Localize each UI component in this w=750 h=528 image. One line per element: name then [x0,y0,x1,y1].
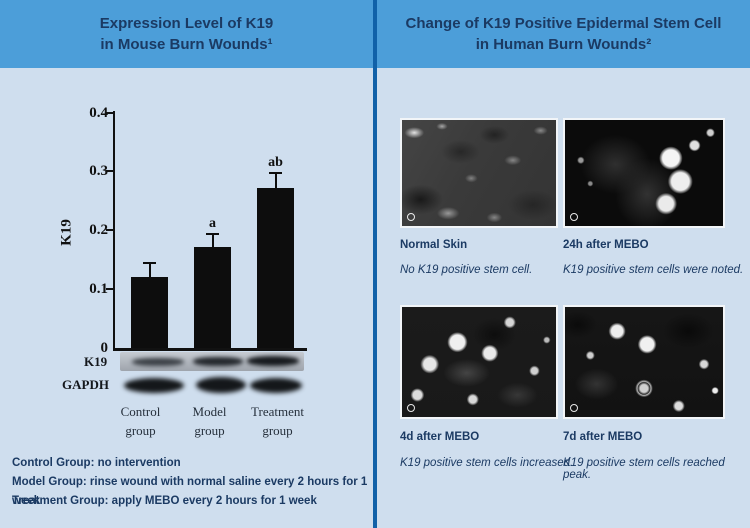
figure-label-24h: 24h after MEBO [563,239,649,251]
panel-divider [373,0,377,528]
y-tick-mark [106,288,113,290]
bar-plot: a ab [113,111,307,351]
group-label-line: group [125,423,156,438]
figure-caption-7d: K19 positive stem cells reached peak. [563,457,725,481]
watermark-icon [570,404,578,412]
micrograph-24h-mebo [563,118,725,228]
error-bar [211,235,214,250]
figure-label-7d: 7d after MEBO [563,431,643,443]
group-label-line: Treatment [251,404,304,419]
right-panel-title-line2: in Human Burn Wounds² [475,36,652,53]
bar-control [131,276,168,348]
blot-row-label-gapdh: GAPDH [62,377,109,392]
group-label-model: Model group [172,402,247,440]
watermark-icon [407,404,415,412]
y-tick-label: 0.1 [89,281,108,297]
bar-group-treatment: ab [257,111,294,348]
y-tick-mark [106,229,113,231]
y-axis-label: K19 [58,219,75,246]
figure-caption-normal-skin: No K19 positive stem cell. [400,264,533,276]
error-bar [148,263,151,279]
right-panel-title-line1: Change of K19 Positive Epidermal Stem Ce… [405,15,722,32]
error-bar [274,173,277,191]
watermark-icon [407,213,415,221]
left-panel-title-line1: Expression Level of K19 [99,15,274,32]
gapdh-band-control [124,378,184,393]
y-tick-label: 0 [100,340,109,356]
left-panel: Expression Level of K19 in Mouse Burn Wo… [0,0,373,528]
k19-band-treatment [247,356,299,366]
group-label-control: Control group [103,402,178,440]
bar-group-control [131,111,168,348]
group-label-line: Model [192,404,227,419]
gapdh-band-model [196,377,246,393]
right-panel-header: Change of K19 Positive Epidermal Stem Ce… [377,0,750,68]
k19-blot-strip [120,352,304,371]
group-label-line: group [262,423,293,438]
k19-band-model [193,357,243,366]
footnote-control: Control Group: no intervention [12,457,181,469]
footnote-treatment: Treatment Group: apply MEBO every 2 hour… [12,495,317,507]
y-tick-mark [106,112,113,114]
group-label-line: Control [120,404,161,419]
figure-caption-4d: K19 positive stem cells increased. [400,457,574,469]
footnote-model: Model Group: rinse wound with normal sal… [12,476,368,507]
figure-label-4d: 4d after MEBO [400,431,480,443]
group-label-line: group [194,423,225,438]
k19-band-control [132,358,184,366]
y-tick-label: 0.3 [89,163,108,179]
error-bar-cap [206,233,219,236]
bar-model [194,247,231,348]
error-bar-cap [143,261,156,264]
y-tick-label: 0.4 [89,105,108,121]
bar-group-model: a [194,111,231,348]
micrograph-normal-skin [400,118,558,228]
y-tick-label: 0.2 [89,222,108,238]
sig-label: a [209,216,216,232]
micrograph-7d-mebo [563,305,725,419]
figure-caption-24h: K19 positive stem cells were noted. [563,264,744,276]
error-bar-cap [269,171,282,174]
left-panel-header: Expression Level of K19 in Mouse Burn Wo… [0,0,373,68]
left-panel-title-line2: in Mouse Burn Wounds¹ [100,36,273,53]
sig-label: ab [268,154,283,170]
y-tick-mark [106,170,113,172]
figure-label-normal-skin: Normal Skin [400,239,468,251]
right-panel: Change of K19 Positive Epidermal Stem Ce… [377,0,750,528]
group-label-treatment: Treatment group [235,402,320,440]
watermark-icon [570,213,578,221]
bar-treatment [257,188,294,348]
blot-row-label-k19: K19 [84,354,108,369]
gapdh-band-treatment [250,378,302,393]
micrograph-4d-mebo [400,305,558,419]
